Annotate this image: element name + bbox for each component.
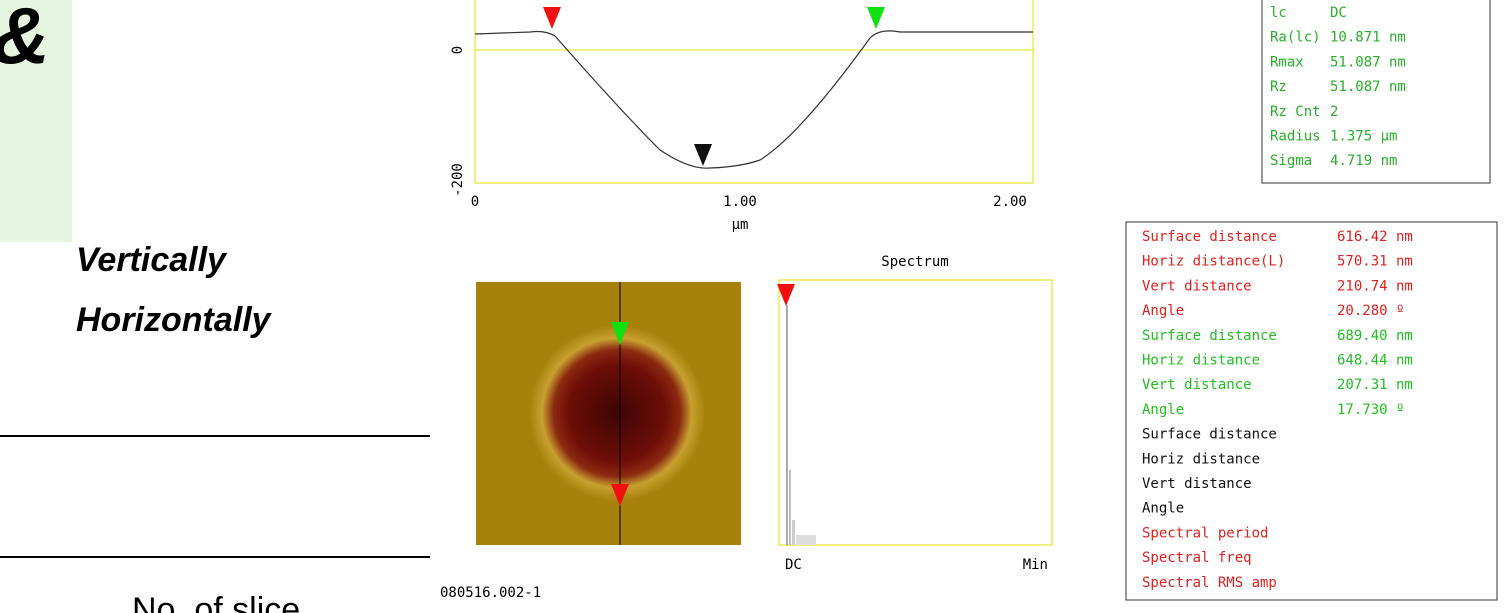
spectrum-bar bbox=[786, 305, 788, 545]
spectrum-frame bbox=[778, 279, 1053, 546]
spectrum-label: DC bbox=[785, 557, 802, 573]
roughness-panel bbox=[1261, 0, 1491, 184]
image-id: 080516.002-1 bbox=[440, 585, 541, 601]
measurement-value: 648.44 nm bbox=[1337, 353, 1413, 369]
roughness-label: Radius bbox=[1270, 129, 1321, 145]
y-tick-label: 0 bbox=[450, 46, 466, 54]
roughness-value: DC bbox=[1330, 5, 1347, 21]
roughness-label: Rz bbox=[1270, 79, 1287, 95]
x-tick-label: 1.00 bbox=[723, 194, 757, 210]
x-tick-label: 2.00 bbox=[993, 194, 1027, 210]
roughness-label: Ra(lc) bbox=[1270, 30, 1321, 46]
slide-line: Horizontally bbox=[76, 301, 273, 339]
measurement-value: 207.31 nm bbox=[1337, 377, 1413, 393]
measurement-label: Spectral freq bbox=[1142, 550, 1252, 566]
slide-line: Vertically bbox=[76, 241, 228, 279]
spectrum-bar bbox=[792, 520, 795, 545]
x-tick-label: 0 bbox=[471, 194, 479, 210]
roughness-label: Sigma bbox=[1270, 153, 1312, 169]
roughness-value: 1.375 µm bbox=[1330, 129, 1397, 145]
spectrum-title: Spectrum bbox=[881, 254, 948, 270]
measurement-value: 689.40 nm bbox=[1337, 328, 1413, 344]
measurement-label: Vert distance bbox=[1142, 476, 1252, 492]
x-unit: µm bbox=[732, 217, 749, 233]
green-panel bbox=[0, 0, 72, 242]
profile-curve bbox=[474, 30, 1033, 169]
measurement-label: Spectral period bbox=[1142, 525, 1268, 541]
measurement-label: Angle bbox=[1142, 303, 1184, 319]
roughness-value: 10.871 nm bbox=[1330, 30, 1406, 46]
profile-frame bbox=[474, 0, 1034, 184]
measurement-label: Surface distance bbox=[1142, 427, 1277, 443]
footer: No. of slice bbox=[132, 591, 300, 613]
marker bbox=[611, 484, 629, 506]
marker bbox=[611, 322, 629, 345]
measurement-label: Spectral RMS amp bbox=[1142, 575, 1277, 591]
marker bbox=[867, 7, 885, 29]
measurement-label: Surface distance bbox=[1142, 328, 1277, 344]
roughness-value: 51.087 nm bbox=[1330, 79, 1406, 95]
measurement-label: Surface distance bbox=[1142, 229, 1277, 245]
spectrum-bar bbox=[789, 470, 791, 545]
measurement-value: 20.280 º bbox=[1337, 303, 1404, 319]
measurement-label: Horiz distance(L) bbox=[1142, 254, 1285, 270]
measurement-label: Vert distance bbox=[1142, 377, 1252, 393]
measurement-label: Horiz distance bbox=[1142, 451, 1260, 467]
measurement-value: 17.730 º bbox=[1337, 402, 1404, 418]
y-tick-label: -200 bbox=[450, 163, 466, 197]
roughness-value: 51.087 nm bbox=[1330, 54, 1406, 70]
marker bbox=[777, 284, 795, 306]
measurement-label: Vert distance bbox=[1142, 278, 1252, 294]
pit bbox=[529, 325, 705, 501]
roughness-value: 2 bbox=[1330, 104, 1338, 120]
measurement-value: 616.42 nm bbox=[1337, 229, 1413, 245]
measurement-value: 210.74 nm bbox=[1337, 278, 1413, 294]
marker bbox=[694, 144, 712, 166]
roughness-label: Rmax bbox=[1270, 54, 1304, 70]
spectrum-bar bbox=[796, 535, 816, 545]
measurement-value: 570.31 nm bbox=[1337, 254, 1413, 270]
roughness-value: 4.719 nm bbox=[1330, 153, 1397, 169]
marker bbox=[543, 7, 561, 29]
measurement-label: Angle bbox=[1142, 402, 1184, 418]
measurement-panel bbox=[1125, 221, 1498, 601]
spectrum-label: Min bbox=[1023, 557, 1048, 573]
measurement-label: Horiz distance bbox=[1142, 353, 1260, 369]
measurement-label: Angle bbox=[1142, 501, 1184, 517]
roughness-label: lc bbox=[1270, 5, 1287, 21]
roughness-label: Rz Cnt bbox=[1270, 104, 1321, 120]
symbol: & bbox=[0, 0, 50, 80]
tables: lc DC Ra(lc) 10.871 nm Rmax 51.087 nm Rz 51.087… bbox=[1142, 5, 1413, 591]
